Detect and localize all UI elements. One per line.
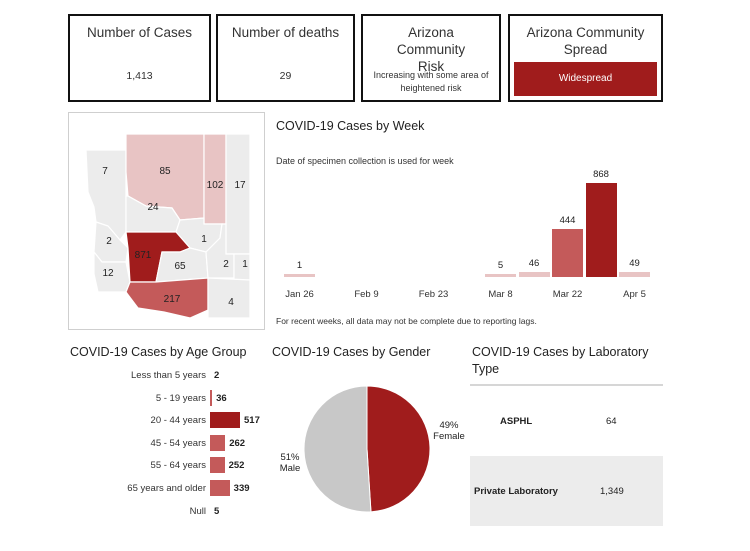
map-label-maricopa: 871 [135,250,152,261]
gender-male-pct: 51% [280,452,300,463]
age-bar-value: 252 [228,460,245,472]
gender-male-label: 51% Male [276,452,304,474]
map-label-pima: 217 [164,294,181,305]
week-x-tick: Mar 22 [552,289,583,300]
kpi-deaths-value: 29 [279,70,292,82]
lab-row-private: Private Laboratory 1,349 [470,456,663,526]
weekly-chart-subtitle: Date of specimen collection is used for … [276,156,454,166]
lab-row-private-type: Private Laboratory [474,486,558,497]
arizona-county-map: 7 85 102 17 24 2 1 871 12 65 2 1 217 4 [68,112,265,330]
age-bar[interactable] [210,389,213,406]
kpi-risk-value: Increasing with some area of heightened … [373,70,489,93]
week-bar-jan-26[interactable] [284,274,315,277]
gender-female-name: Female [433,431,465,442]
age-row-label: 55 - 64 years [150,460,206,472]
map-label-navajo: 102 [207,180,224,191]
age-bar-value: 5 [214,505,220,517]
week-bar-label: 868 [593,169,609,181]
kpi-risk-card: Arizona Community Risk Increasing with s… [361,14,501,102]
week-x-tick: Feb 9 [354,289,379,300]
lab-row-asphl-count: 64 [606,416,617,427]
kpi-deaths-card: Number of deaths 29 [216,14,355,102]
age-bar-value: 2 [214,370,220,381]
age-row-label: 45 - 54 years [150,437,206,449]
gender-female-pct: 49% [439,420,459,431]
weekly-chart: 1 5 46 444 868 49 Jan 26 Feb 9 Feb 23 Mar 8 Mar 22… [276,169,666,300]
age-chart: Less than 5 years 2 5 - 19 years 36 20 - 44 … [66,364,270,536]
week-bar-mar-15[interactable] [518,272,550,277]
map-label-la-paz: 2 [106,236,112,247]
age-bar[interactable] [210,412,240,429]
week-x-tick: Feb 23 [418,289,449,300]
kpi-spread-card: Arizona Community Spread Widespread [508,14,663,102]
age-row-label: 20 - 44 years [150,415,206,427]
week-x-tick: Mar 8 [488,289,513,300]
kpi-cases-card: Number of Cases 1,413 [68,14,211,102]
week-bar-label: 49 [629,257,640,269]
age-bar-value: 517 [244,415,260,427]
week-bar-mar-29[interactable] [585,183,617,277]
map-label-pinal: 65 [174,261,186,272]
week-bar-label: 1 [296,260,303,271]
kpi-cases-value: 1,413 [126,70,153,82]
age-bar-value: 339 [233,483,250,494]
lab-chart-title: COVID-19 Cases by Laboratory Type [472,345,649,376]
age-row-label: Less than 5 years [131,370,206,381]
county-cochise[interactable] [207,277,251,319]
week-bar-label: 46 [528,258,540,270]
map-label-yuma: 12 [102,268,114,279]
map-label-greenlee: 1 [242,259,248,270]
kpi-spread-title: Arizona Community Spread [526,25,645,57]
kpi-deaths-title: Number of deaths [231,25,340,40]
kpi-spread-badge: Widespread [514,62,657,96]
kpi-risk-title: Arizona Community Risk [396,25,466,74]
week-bar-apr-5[interactable] [619,271,650,277]
gender-pie-chart [303,385,431,513]
age-bar[interactable] [210,434,226,451]
week-bar-mar-8[interactable] [485,274,516,277]
map-label-yavapai: 24 [147,202,159,213]
lab-row-private-count: 1,349 [600,486,624,497]
map-label-apache: 17 [234,180,246,191]
week-bar-label: 5 [497,260,504,271]
age-row-label: Null [189,505,206,517]
map-label-coconino: 85 [159,166,171,177]
age-bar[interactable] [210,457,225,474]
weekly-chart-footnote: For recent weeks, all data may not be co… [276,316,537,326]
map-label-cochise: 4 [228,297,234,308]
week-bar-label: 444 [559,215,576,227]
age-row-label: 5 - 19 years [155,392,206,404]
county-apache[interactable] [225,133,251,255]
week-x-tick: Apr 5 [623,289,646,300]
age-bar[interactable] [210,480,230,496]
map-label-gila: 1 [201,234,207,245]
week-x-tick: Jan 26 [285,289,314,300]
week-bar-mar-22[interactable] [552,229,583,277]
gender-female-label: 49% Female [432,420,466,442]
map-label-mohave: 7 [102,166,108,177]
pie-slice-female[interactable] [366,385,431,513]
age-bar-value: 36 [216,392,227,404]
county-navajo[interactable] [203,133,227,225]
map-label-graham: 2 [223,259,229,270]
pie-slice-male[interactable] [303,385,372,513]
gender-male-name: Male [279,463,301,474]
kpi-cases-title: Number of Cases [86,25,193,40]
lab-row-asphl: ASPHL 64 [470,388,663,456]
age-chart-title: COVID-19 Cases by Age Group [70,345,247,359]
age-row-label: 65 years and older [127,483,206,494]
age-bar-value: 262 [229,437,246,449]
lab-table-divider [470,384,663,386]
lab-row-asphl-type: ASPHL [500,416,533,427]
gender-chart-title: COVID-19 Cases by Gender [272,345,431,359]
weekly-chart-title: COVID-19 Cases by Week [276,119,425,133]
